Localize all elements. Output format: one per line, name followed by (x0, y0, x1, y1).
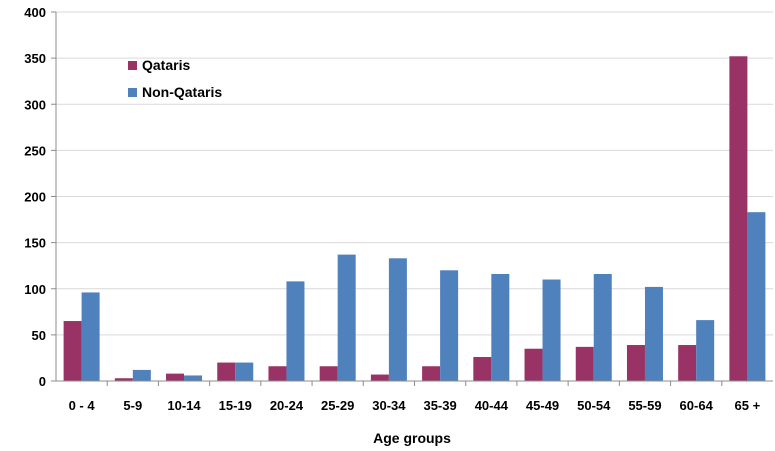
y-tick-label: 250 (24, 143, 46, 158)
x-tick-label: 35-39 (423, 398, 456, 413)
bar-non-qataris (184, 375, 203, 381)
x-tick-label: 15-19 (219, 398, 252, 413)
y-tick-label: 0 (39, 374, 46, 389)
legend-swatch-non-qataris (128, 88, 137, 97)
bar-non-qataris (132, 369, 151, 381)
x-tick-label: 65 + (735, 398, 761, 413)
bar-qataris (678, 345, 697, 381)
bar-non-qataris (644, 286, 663, 381)
bar-non-qataris (81, 292, 100, 381)
y-tick-label: 350 (24, 51, 46, 66)
x-tick-label: 55-59 (628, 398, 661, 413)
bar-qataris (268, 366, 287, 381)
bar-non-qataris (235, 362, 254, 381)
x-tick-label: 45-49 (526, 398, 559, 413)
bar-qataris (166, 373, 185, 381)
legend-label-non-qataris: Non-Qataris (142, 84, 222, 100)
y-tick-label: 50 (32, 328, 46, 343)
bars (63, 56, 766, 381)
y-tick-label: 150 (24, 236, 46, 251)
legend: Qataris Non-Qataris (128, 57, 222, 100)
bar-qataris (370, 374, 389, 381)
bar-qataris (114, 378, 133, 381)
bar-qataris (524, 348, 543, 381)
bar-non-qataris (696, 320, 715, 381)
bar-qataris (729, 56, 748, 381)
bar-qataris (626, 345, 645, 381)
bar-non-qataris (286, 281, 305, 381)
x-tick-label: 5-9 (123, 398, 142, 413)
x-axis: 0 - 4 5-9 10-14 15-19 20-24 25-29 30-34 35-39 40… (69, 381, 761, 413)
x-axis-title: Age groups (373, 430, 451, 446)
bar-non-qataris (388, 258, 407, 381)
y-tick-label: 300 (24, 97, 46, 112)
bar-qataris (575, 346, 594, 381)
bar-non-qataris (542, 279, 561, 381)
bar-non-qataris (491, 273, 510, 381)
x-tick-label: 0 - 4 (69, 398, 96, 413)
bar-qataris (473, 357, 492, 381)
y-tick-label: 100 (24, 282, 46, 297)
x-tick-label: 50-54 (577, 398, 611, 413)
legend-swatch-qataris (128, 61, 137, 70)
y-tick-label: 400 (24, 5, 46, 20)
x-tick-label: 60-64 (680, 398, 714, 413)
bar-non-qataris (747, 212, 766, 381)
bar-qataris (422, 366, 441, 381)
bar-qataris (319, 366, 338, 381)
x-tick-label: 30-34 (372, 398, 406, 413)
bar-non-qataris (593, 273, 612, 381)
x-tick-label: 25-29 (321, 398, 354, 413)
bar-qataris (217, 362, 236, 381)
gridlines (56, 11, 773, 336)
x-tick-label: 20-24 (270, 398, 304, 413)
y-axis: 0 50 100 150 200 250 300 350 400 (24, 5, 57, 389)
x-tick-label: 10-14 (167, 398, 201, 413)
bar-non-qataris (440, 270, 459, 381)
y-tick-label: 200 (24, 190, 46, 205)
legend-label-qataris: Qataris (142, 57, 190, 73)
bar-qataris (63, 321, 82, 381)
bar-non-qataris (337, 254, 356, 381)
x-tick-label: 40-44 (475, 398, 509, 413)
